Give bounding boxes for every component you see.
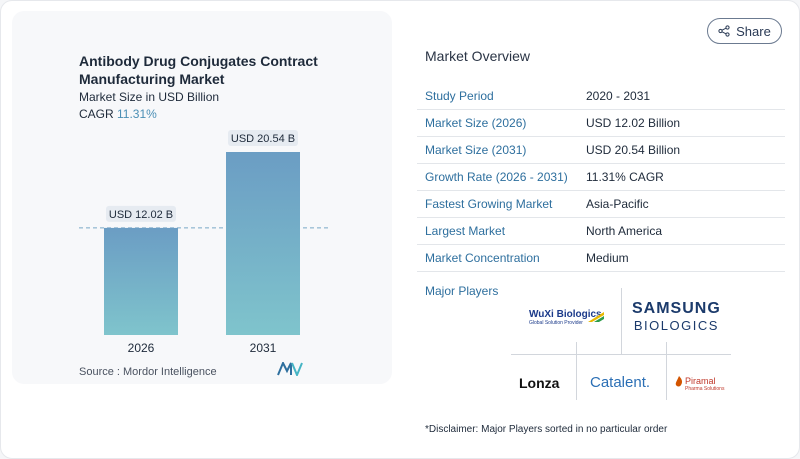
chart-subtitle: Market Size in USD Billion: [79, 90, 220, 104]
major-players-title: Major Players: [425, 284, 499, 298]
data-label: USD 20.54 B: [231, 133, 295, 145]
samsung-logo-line1: SAMSUNG: [632, 300, 721, 317]
logo-divider: [576, 342, 577, 400]
wuxi-logo-name: WuXi Biologics: [529, 309, 602, 320]
overview-value: Asia-Pacific: [586, 197, 649, 211]
overview-key[interactable]: Market Size (2026): [425, 116, 527, 130]
overview-key[interactable]: Market Concentration: [425, 251, 540, 265]
chart-title: Antibody Drug Conjugates Contract Manufa…: [79, 53, 318, 87]
category-label: 2026: [128, 341, 155, 355]
overview-title: Market Overview: [425, 48, 531, 64]
data-label-bg: [106, 205, 176, 222]
overview-key[interactable]: Largest Market: [425, 224, 506, 238]
samsung-logo-line2: BIOLOGICS: [633, 318, 719, 333]
chart-card: [12, 11, 392, 384]
piramal-logo-name: Piramal: [685, 376, 716, 386]
wuxi-logo-tagline: Global Solution Provider: [529, 320, 583, 326]
logo-divider: [666, 342, 667, 400]
share-label: Share: [736, 23, 771, 39]
overview-row: Study Period 2020 - 2031: [417, 83, 785, 110]
share-icon: [718, 25, 730, 37]
source-text: Source : Mordor Intelligence: [79, 366, 217, 378]
overview-key[interactable]: Fastest Growing Market: [425, 197, 553, 211]
overview-value: Medium: [586, 251, 629, 265]
share-button[interactable]: Share: [707, 18, 782, 44]
overview-value: USD 12.02 Billion: [586, 116, 681, 130]
overview-key[interactable]: Study Period: [425, 89, 494, 103]
bar-chart: USD 12.02 B 2026 USD 20.54 B 2031: [79, 130, 328, 355]
logo-divider: [511, 354, 731, 355]
overview-value: 2020 - 2031: [586, 89, 651, 103]
bar-2026: [104, 227, 178, 335]
piramal-flame-icon: [675, 376, 683, 387]
overview-key[interactable]: Growth Rate (2026 - 2031): [425, 170, 568, 184]
overview-row: Growth Rate (2026 - 2031) 11.31% CAGR: [417, 164, 785, 191]
overview-row: Fastest Growing Market Asia-Pacific: [417, 191, 785, 218]
wuxi-biologics-logo[interactable]: WuXi Biologics Global Solution Provider: [529, 309, 605, 326]
cagr-label: CAGR: [79, 107, 114, 121]
wuxi-swoosh-icon: [588, 312, 604, 322]
mordor-logo-icon: [277, 362, 303, 376]
overview-value: 11.31% CAGR: [586, 170, 664, 184]
data-label: USD 12.02 B: [109, 209, 173, 221]
piramal-logo[interactable]: Piramal Pharma Solutions: [675, 376, 724, 392]
overview-row: Largest Market North America: [417, 218, 785, 245]
overview-row: Market Size (2026) USD 12.02 Billion: [417, 110, 785, 137]
bar-2031: [226, 152, 300, 335]
catalent-logo[interactable]: Catalent.: [590, 374, 651, 391]
cagr-value: 11.31%: [117, 107, 157, 121]
logo-divider: [621, 288, 622, 354]
overview-value: North America: [586, 224, 663, 238]
samsung-biologics-logo[interactable]: SAMSUNG BIOLOGICS: [632, 300, 721, 333]
cagr-text: CAGR 11.31%: [79, 107, 157, 121]
category-label: 2031: [250, 341, 277, 355]
overview-value: USD 20.54 Billion: [586, 143, 681, 157]
overview-table: Study Period 2020 - 2031 Market Size (202…: [417, 83, 785, 272]
piramal-logo-tagline: Pharma Solutions: [685, 386, 725, 392]
overview-row: Market Concentration Medium: [417, 245, 785, 272]
lonza-logo[interactable]: Lonza: [519, 375, 560, 391]
disclaimer-text: *Disclaimer: Major Players sorted in no …: [425, 424, 668, 435]
overview-row: Market Size (2031) USD 20.54 Billion: [417, 137, 785, 164]
data-label-bg: [228, 130, 298, 146]
overview-key[interactable]: Market Size (2031): [425, 143, 527, 157]
